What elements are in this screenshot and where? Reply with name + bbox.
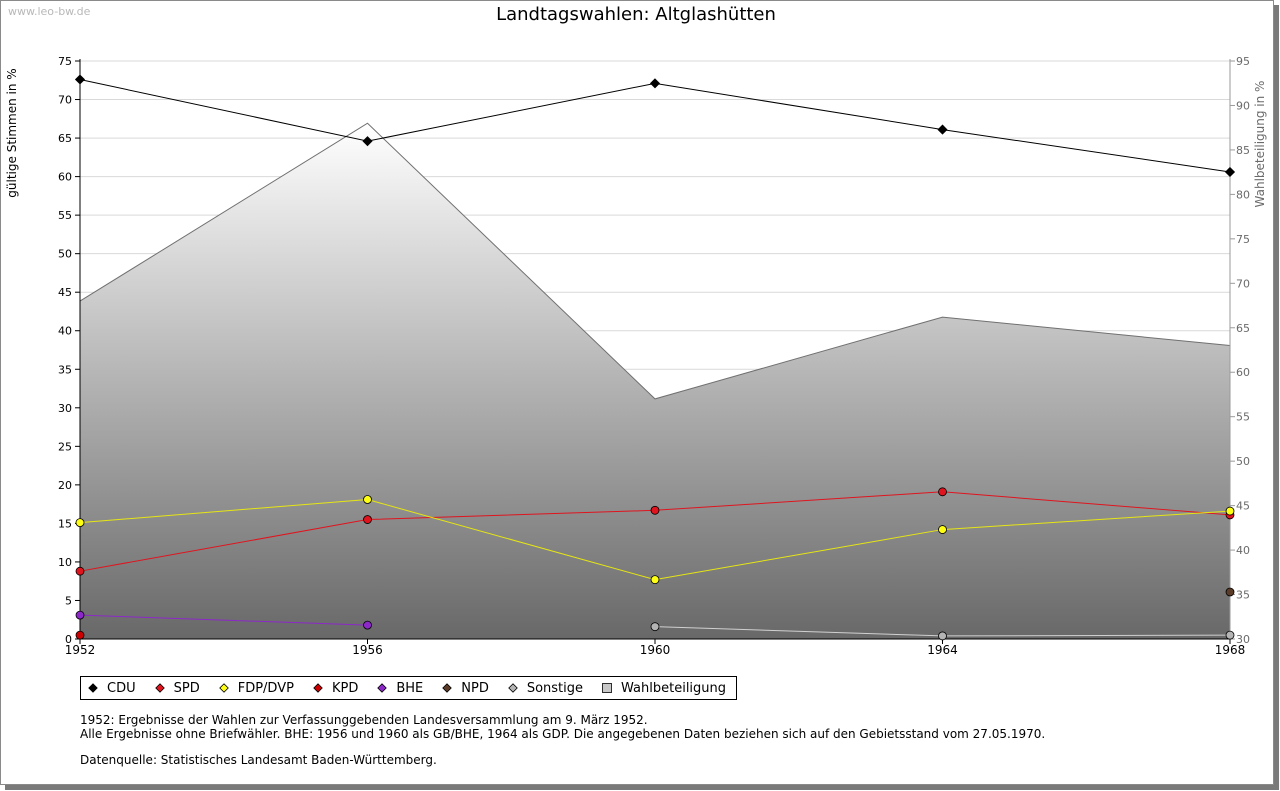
legend-label: CDU bbox=[107, 680, 136, 696]
legend-label: BHE bbox=[396, 680, 424, 696]
x-tick-label: 1968 bbox=[1215, 643, 1246, 657]
data-point-cdu bbox=[937, 124, 948, 135]
area-wahlbeteiligung bbox=[80, 123, 1230, 639]
y-tick-label-left: 30 bbox=[58, 402, 72, 415]
y-tick-label-right: 85 bbox=[1236, 144, 1250, 157]
watermark: www.leo-bw.de bbox=[8, 5, 91, 18]
y-tick-label-right: 55 bbox=[1236, 411, 1250, 424]
series-line-bhe bbox=[79, 614, 368, 626]
y-tick-label-right: 75 bbox=[1236, 233, 1250, 246]
data-point-cdu bbox=[74, 74, 86, 85]
y-tick-label-right: 35 bbox=[1236, 589, 1250, 602]
legend-item: NPD bbox=[441, 681, 489, 696]
y-tick-label-left: 65 bbox=[58, 132, 72, 145]
legend-marker bbox=[377, 683, 388, 693]
y-tick-label-right: 65 bbox=[1236, 322, 1250, 335]
note-line-2: Alle Ergebnisse ohne Briefwähler. BHE: 1… bbox=[80, 727, 1046, 741]
data-point-spd bbox=[75, 566, 85, 576]
y-tick-label-right: 70 bbox=[1236, 277, 1250, 290]
note-line-1: 1952: Ergebnisse der Wahlen zur Verfassu… bbox=[80, 713, 648, 727]
y-tick-label-left: 5 bbox=[65, 594, 72, 607]
chart-legend: CDU SPD FDP/DVP KPD BHE NPD Sonstige Wahlbeteil… bbox=[80, 676, 738, 700]
data-point-sonstige bbox=[1225, 630, 1235, 640]
y-tick-label-left: 15 bbox=[58, 517, 72, 530]
data-point-bhe bbox=[75, 610, 85, 620]
x-tick-label: 1952 bbox=[65, 643, 96, 657]
y-tick-label-left: 45 bbox=[58, 286, 72, 299]
y-tick-label-right: 50 bbox=[1236, 455, 1250, 468]
data-point-fdp-dvp bbox=[650, 575, 660, 585]
data-point-fdp-dvp bbox=[1225, 506, 1235, 516]
y-tick-label-left: 25 bbox=[58, 440, 72, 453]
legend-marker bbox=[602, 683, 612, 693]
legend-label: KPD bbox=[331, 680, 359, 696]
y-tick-label-right: 90 bbox=[1236, 99, 1250, 112]
legend-label: Sonstige bbox=[526, 680, 584, 696]
data-point-spd bbox=[650, 505, 660, 515]
x-tick-label: 1956 bbox=[352, 643, 383, 657]
data-point-npd bbox=[1225, 587, 1235, 597]
y-axis-title-right: Wahlbeteiligung in % bbox=[1253, 81, 1267, 208]
data-point-sonstige bbox=[938, 631, 947, 641]
y-tick-label-left: 50 bbox=[58, 248, 72, 261]
x-tick-label: 1960 bbox=[640, 643, 671, 657]
legend-marker bbox=[218, 683, 229, 693]
legend-item: CDU bbox=[87, 681, 136, 696]
y-tick-label-left: 20 bbox=[58, 479, 72, 492]
series-line-cdu bbox=[79, 79, 1231, 173]
legend-item: Sonstige bbox=[507, 681, 583, 696]
data-point-fdp-dvp bbox=[75, 518, 85, 528]
data-point-bhe bbox=[363, 620, 372, 630]
y-tick-label-left: 10 bbox=[58, 556, 72, 569]
legend-item: BHE bbox=[376, 681, 423, 696]
legend-label: NPD bbox=[461, 680, 489, 696]
y-tick-label-left: 40 bbox=[58, 325, 72, 338]
data-point-cdu bbox=[1224, 166, 1236, 178]
data-point-sonstige bbox=[650, 622, 660, 632]
y-tick-label-left: 60 bbox=[58, 171, 72, 184]
y-tick-label-right: 95 bbox=[1236, 55, 1250, 68]
legend-item: FDP/DVP bbox=[218, 681, 294, 696]
y-tick-label-left: 75 bbox=[58, 55, 72, 68]
y-tick-label-right: 30 bbox=[1236, 633, 1250, 646]
data-point-cdu bbox=[362, 136, 373, 147]
legend-marker bbox=[313, 683, 323, 693]
chart-title: Landtagswahlen: Altglashütten bbox=[496, 4, 776, 25]
legend-item: KPD bbox=[312, 681, 358, 696]
data-point-fdp-dvp bbox=[938, 525, 947, 534]
legend-marker bbox=[508, 683, 518, 693]
y-tick-label-right: 45 bbox=[1236, 500, 1250, 513]
legend-marker bbox=[88, 683, 98, 693]
data-source: Datenquelle: Statistisches Landesamt Bad… bbox=[80, 753, 437, 767]
data-point-fdp-dvp bbox=[363, 495, 372, 504]
area-wahlbeteiligung-outline bbox=[79, 122, 1231, 400]
y-tick-label-left: 0 bbox=[65, 633, 72, 646]
y-tick-label-right: 40 bbox=[1236, 544, 1250, 557]
legend-label: FDP/DVP bbox=[237, 680, 294, 696]
y-axis-title-left: gültige Stimmen in % bbox=[5, 68, 19, 197]
data-point-kpd bbox=[75, 630, 85, 640]
y-tick-label-left: 70 bbox=[58, 94, 72, 107]
data-point-spd bbox=[938, 487, 947, 497]
legend-item: SPD bbox=[154, 681, 200, 696]
legend-label: Wahlbeteiligung bbox=[621, 680, 727, 696]
x-tick-label: 1964 bbox=[927, 643, 958, 657]
data-point-spd bbox=[363, 515, 372, 524]
data-point-cdu bbox=[649, 78, 661, 89]
legend-label: SPD bbox=[173, 680, 200, 696]
legend-item: Wahlbeteiligung bbox=[601, 681, 726, 696]
legend-marker bbox=[154, 683, 165, 693]
y-tick-label-left: 55 bbox=[58, 209, 72, 222]
legend-marker bbox=[442, 683, 453, 693]
y-tick-label-left: 35 bbox=[58, 363, 72, 376]
chart-notes: 1952: Ergebnisse der Wahlen zur Verfassu… bbox=[80, 713, 1045, 767]
y-tick-label-right: 60 bbox=[1236, 366, 1250, 379]
y-tick-label-right: 80 bbox=[1236, 188, 1250, 201]
